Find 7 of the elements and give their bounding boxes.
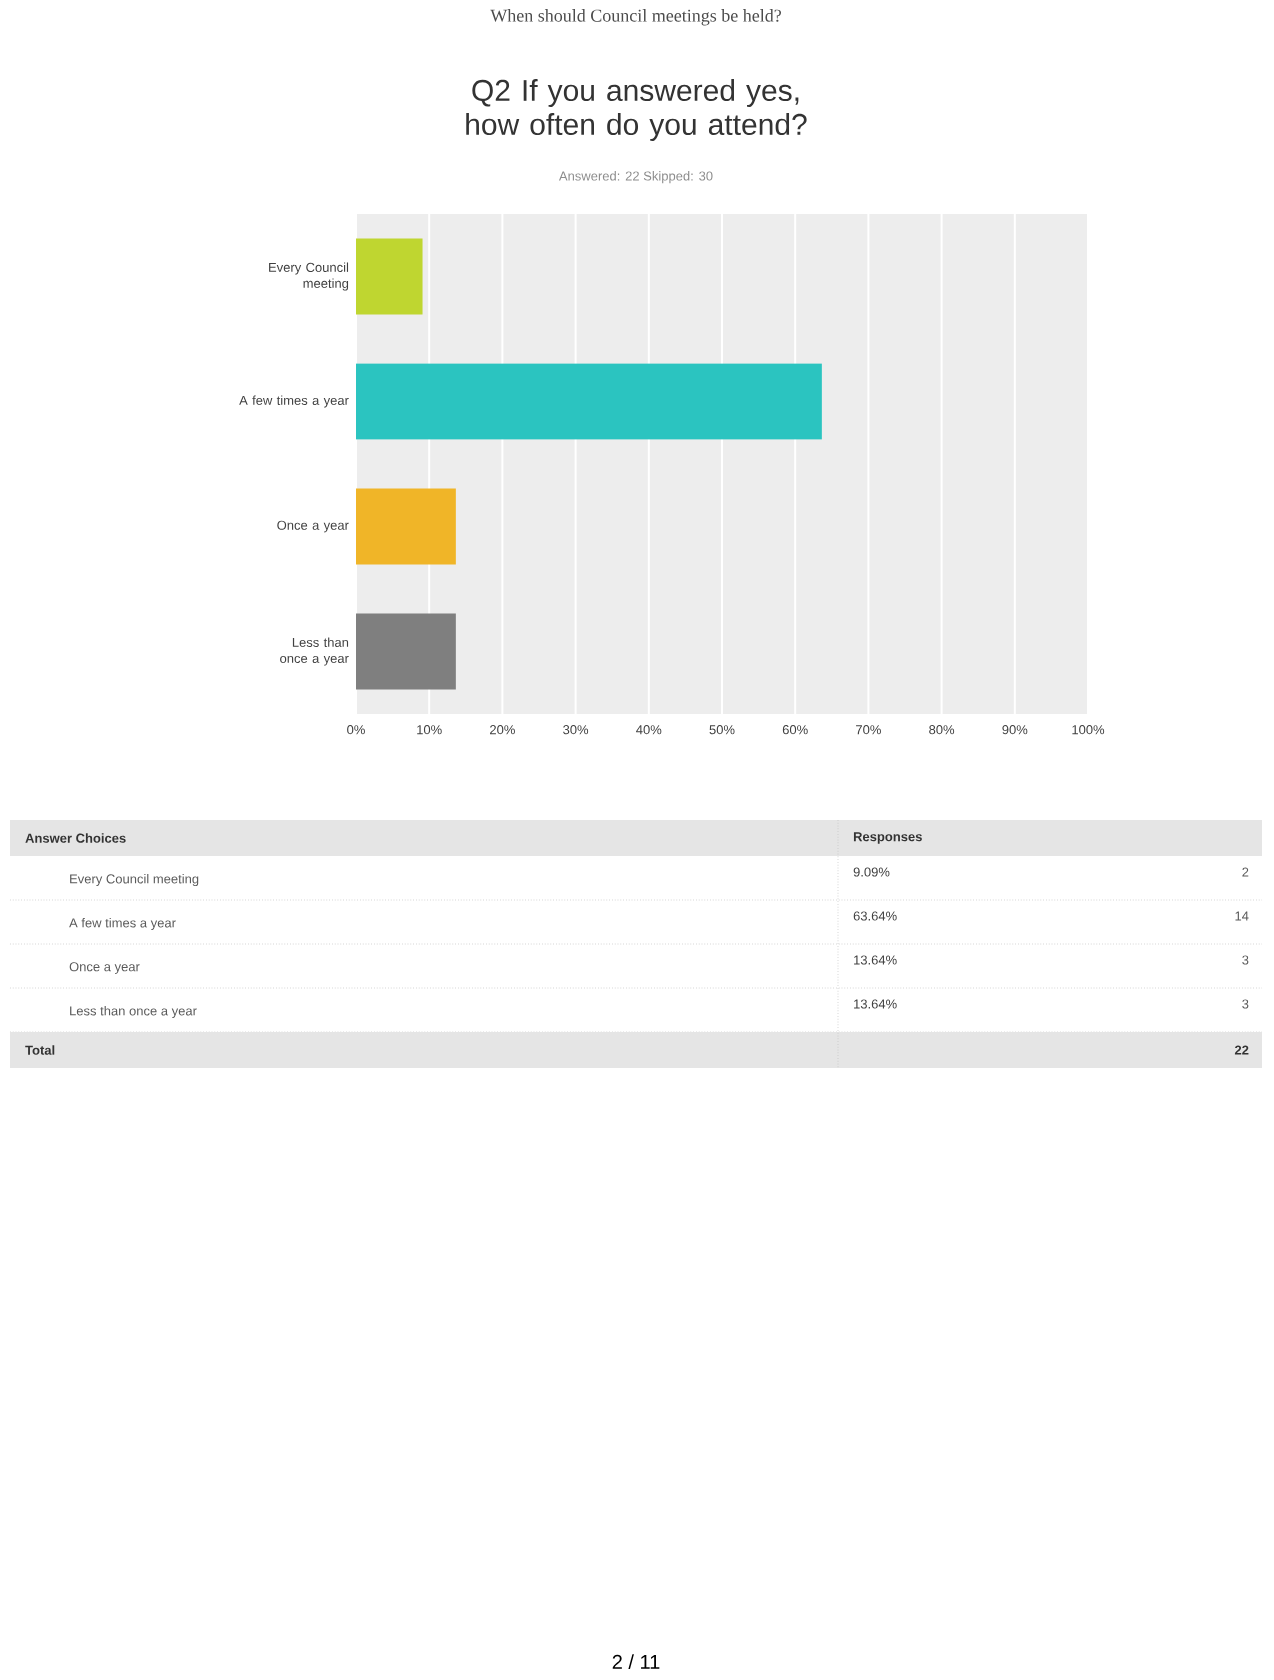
text: 2 / 11	[612, 1654, 660, 1669]
text: When should Council meetings be held?	[490, 9, 782, 26]
bar	[356, 238, 423, 315]
bar	[356, 363, 822, 440]
chart-title: Q2 If you answered yes, how often do you attend?	[466, 79, 807, 142]
bar	[356, 488, 456, 565]
bar	[356, 613, 456, 690]
